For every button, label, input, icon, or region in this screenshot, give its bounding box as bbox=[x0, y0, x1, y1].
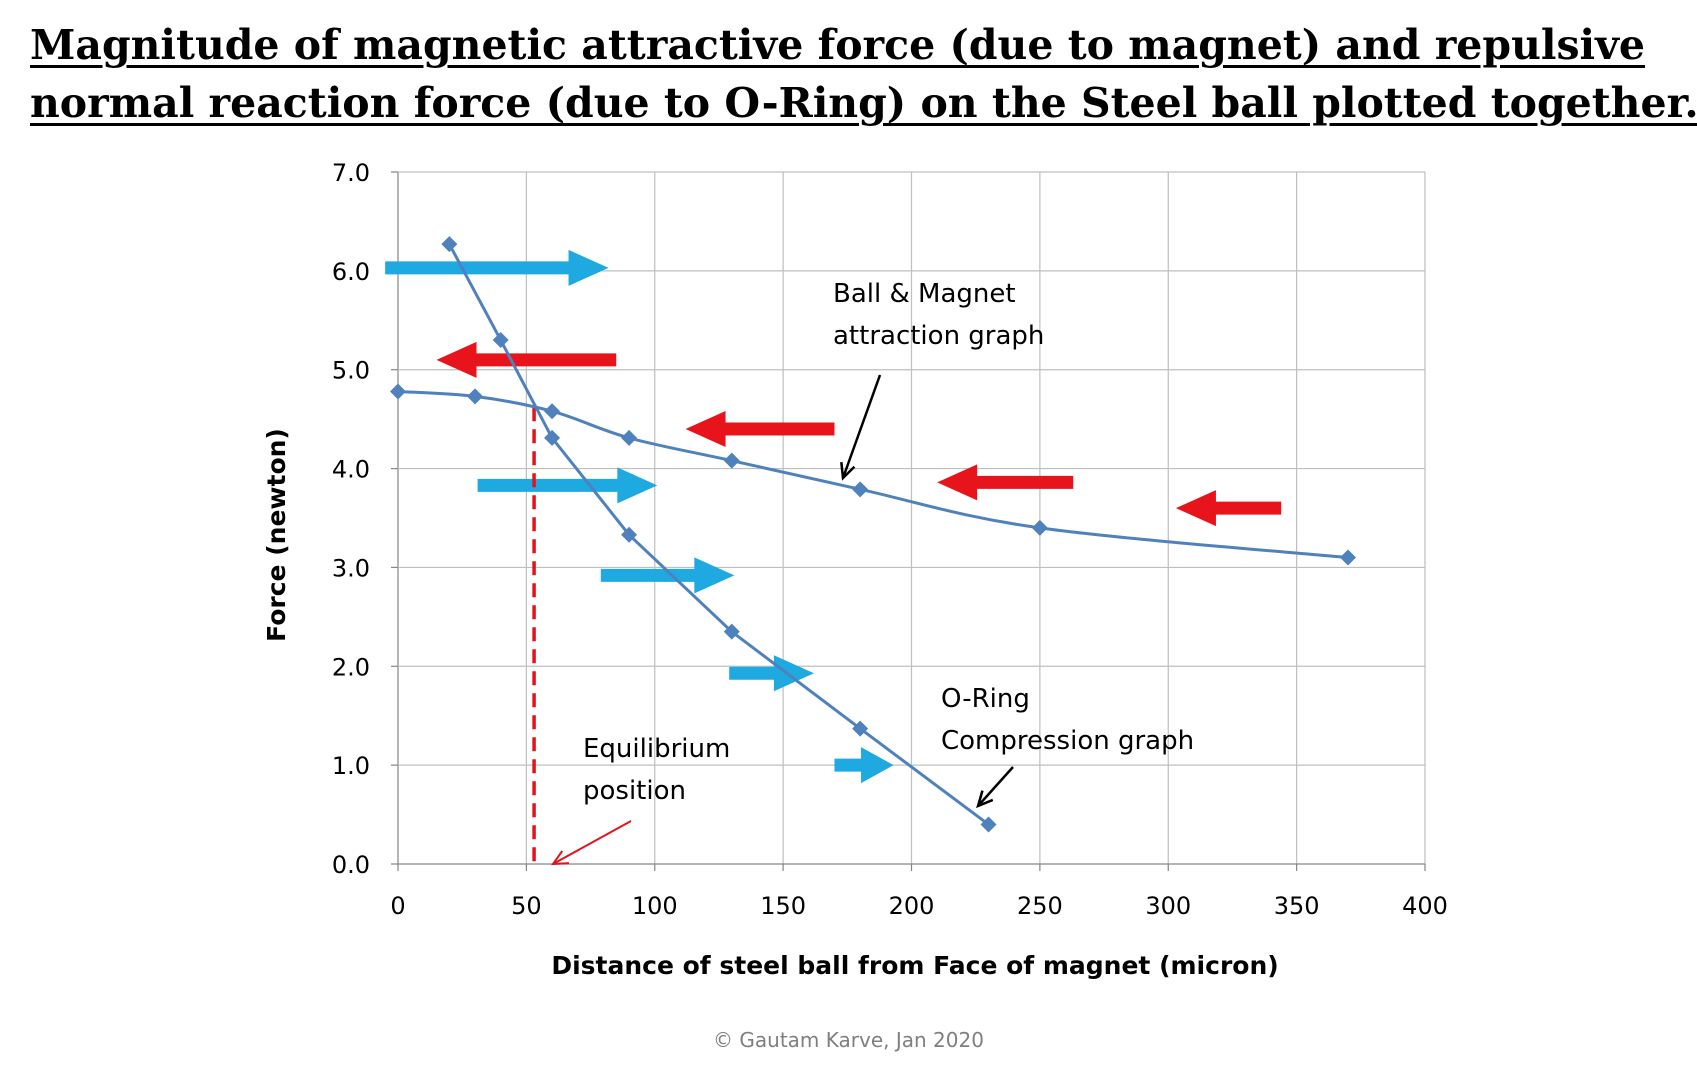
data-point-marker bbox=[621, 429, 638, 446]
push-right-arrow bbox=[600, 557, 735, 594]
pointer-magnet-attraction-head bbox=[840, 461, 856, 481]
data-point-marker bbox=[467, 388, 484, 405]
data-point-marker bbox=[1339, 549, 1356, 566]
push-right-arrow bbox=[729, 655, 814, 692]
push-left-arrow bbox=[685, 411, 835, 448]
pointer-oring-compression-head bbox=[976, 790, 994, 809]
title-line-2: normal reaction force (due to O-Ring) on… bbox=[30, 79, 1697, 127]
annotation-oring-compression-line: Compression graph bbox=[941, 726, 1194, 756]
data-point-marker bbox=[492, 332, 509, 349]
y-tick-labels: 0.0 1.0 2.0 3.0 4.0 5.0 6.0 7.0 bbox=[332, 159, 370, 879]
x-tick-label: 150 bbox=[760, 892, 806, 920]
annotation-oring-compression-line: O-Ring bbox=[941, 684, 1030, 714]
data-point-marker bbox=[621, 526, 638, 543]
y-tick-label: 6.0 bbox=[332, 258, 370, 286]
data-point-marker bbox=[1031, 519, 1048, 536]
x-tick-label: 350 bbox=[1274, 892, 1320, 920]
y-tick-label: 3.0 bbox=[332, 554, 370, 582]
data-point-marker bbox=[852, 481, 869, 498]
push-left-arrow bbox=[937, 464, 1074, 501]
push-left-arrow bbox=[1175, 490, 1282, 527]
pointer-magnet-attraction bbox=[841, 374, 882, 479]
push-right-arrow bbox=[477, 467, 658, 504]
push-right-arrow bbox=[834, 747, 894, 784]
pointer-equilibrium-head bbox=[550, 850, 570, 866]
data-point-marker bbox=[390, 383, 406, 400]
x-tick-label: 100 bbox=[632, 892, 678, 920]
y-tick-label: 1.0 bbox=[332, 752, 370, 780]
annotation-magnet-attraction-line: attraction graph bbox=[833, 321, 1044, 351]
annotation-magnet-attraction: Ball & Magnet attraction graph bbox=[833, 279, 1044, 351]
data-point-marker bbox=[544, 403, 561, 420]
pointer-oring-compression bbox=[977, 766, 1014, 807]
x-tick-label: 50 bbox=[511, 892, 542, 920]
annotations: Ball & Magnet attraction graph O-Ring Compr… bbox=[550, 279, 1194, 866]
x-tick-label: 300 bbox=[1145, 892, 1191, 920]
pointer-equilibrium bbox=[552, 820, 632, 865]
push-right-arrow bbox=[385, 249, 609, 286]
y-tick-label: 4.0 bbox=[332, 456, 370, 484]
data-point-marker bbox=[544, 429, 561, 446]
data-point-marker bbox=[441, 236, 458, 253]
x-axis-label: Distance of steel ball from Face of magn… bbox=[551, 951, 1278, 980]
title-line-1: Magnitude of magnetic attractive force (… bbox=[30, 21, 1646, 69]
x-tick-label: 0 bbox=[390, 892, 405, 920]
y-axis-label: Force (newton) bbox=[262, 428, 291, 642]
push-left-arrow bbox=[436, 341, 617, 378]
force-arrows bbox=[385, 249, 1282, 784]
x-tick-label: 200 bbox=[889, 892, 935, 920]
y-tick-label: 0.0 bbox=[332, 851, 370, 879]
x-tick-labels: 0 50 100 150 200 250 300 350 400 bbox=[390, 892, 1448, 920]
y-tick-label: 7.0 bbox=[332, 159, 370, 187]
x-tick-label: 400 bbox=[1402, 892, 1448, 920]
annotation-oring-compression: O-Ring Compression graph bbox=[941, 684, 1194, 756]
y-tick-label: 5.0 bbox=[332, 357, 370, 385]
x-tick-label: 250 bbox=[1017, 892, 1063, 920]
chart-title: Magnitude of magnetic attractive force (… bbox=[30, 16, 1697, 132]
annotation-equilibrium: Equilibrium position bbox=[583, 734, 730, 806]
data-point-marker bbox=[723, 452, 740, 469]
y-tick-label: 2.0 bbox=[332, 653, 370, 681]
data-point-marker bbox=[852, 720, 869, 737]
copyright-credit: © Gautam Karve, Jan 2020 bbox=[713, 1028, 984, 1052]
data-point-marker bbox=[980, 816, 997, 833]
annotation-equilibrium-line: Equilibrium bbox=[583, 734, 730, 764]
grid bbox=[391, 171, 1426, 871]
series-lines bbox=[390, 236, 1356, 833]
annotation-equilibrium-line: position bbox=[583, 776, 686, 806]
annotation-magnet-attraction-line: Ball & Magnet bbox=[833, 279, 1016, 309]
data-point-marker bbox=[723, 623, 740, 640]
